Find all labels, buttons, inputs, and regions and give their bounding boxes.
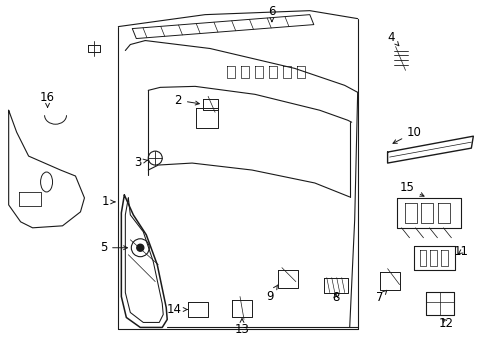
Text: 2: 2 xyxy=(174,94,199,107)
Text: 4: 4 xyxy=(387,31,398,46)
Text: 9: 9 xyxy=(265,285,277,303)
Text: 5: 5 xyxy=(100,241,127,254)
Text: 1: 1 xyxy=(102,195,115,208)
Text: 13: 13 xyxy=(234,319,249,336)
Text: 14: 14 xyxy=(166,303,187,316)
Text: 10: 10 xyxy=(392,126,421,143)
Text: 3: 3 xyxy=(134,156,147,168)
Text: 12: 12 xyxy=(438,317,453,330)
Text: 6: 6 xyxy=(267,5,275,22)
Circle shape xyxy=(137,244,143,251)
Text: 8: 8 xyxy=(331,291,339,304)
Text: 11: 11 xyxy=(453,245,468,258)
Text: 7: 7 xyxy=(375,291,386,304)
Text: 15: 15 xyxy=(399,181,423,196)
Text: 16: 16 xyxy=(40,91,55,107)
